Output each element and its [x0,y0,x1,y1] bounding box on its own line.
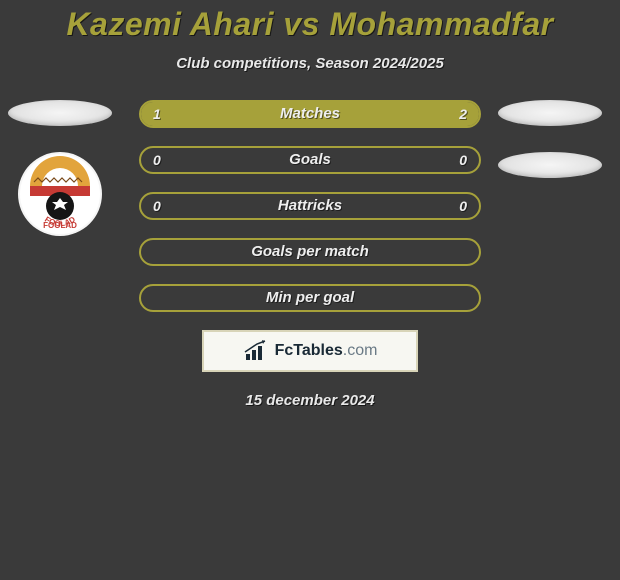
left-player-placeholder [8,100,112,126]
stat-value-left: 0 [153,146,161,174]
stat-row: Goals per match [139,238,481,266]
stat-value-left: 0 [153,192,161,220]
stat-value-left: 1 [153,100,161,128]
stat-row: Goals0 0 [139,146,481,174]
stat-label: Goals per match [139,238,481,266]
right-player-badges [498,100,602,204]
right-player-placeholder [498,100,602,126]
page-title: Kazemi Ahari vs Mohammadfar [0,6,620,43]
stat-label: Min per goal [139,284,481,312]
foolad-logo-icon: FOOLAD FOOLAD [18,152,102,236]
chart-icon [243,340,269,362]
stat-row: Min per goal [139,284,481,312]
stat-label: Hattricks [139,192,481,220]
stat-label: Goals [139,146,481,174]
site-name: FcTables [275,342,343,359]
stat-value-right: 2 [459,100,467,128]
stat-value-right: 0 [459,192,467,220]
main-area: FOOLAD FOOLAD Matches12Goals00Hattricks0… [0,100,620,409]
stat-label: Matches [139,100,481,128]
site-domain: .com [343,342,378,359]
stat-value-right: 0 [459,146,467,174]
stat-bars: Matches12Goals00Hattricks00Goals per mat… [139,100,481,312]
site-logo-text: FcTables.com [275,342,378,360]
subtitle: Club competitions, Season 2024/2025 [0,55,620,72]
site-logo-box: FcTables.com [202,330,418,372]
right-club-placeholder [498,152,602,178]
stat-row: Hattricks0 0 [139,192,481,220]
stat-row: Matches1 2 [139,100,481,128]
left-club-logo: FOOLAD FOOLAD [18,152,102,236]
date-text: 15 december 2024 [0,392,620,409]
infographic: Kazemi Ahari vs Mohammadfar Club competi… [0,0,620,409]
left-player-badges: FOOLAD FOOLAD [8,100,112,236]
